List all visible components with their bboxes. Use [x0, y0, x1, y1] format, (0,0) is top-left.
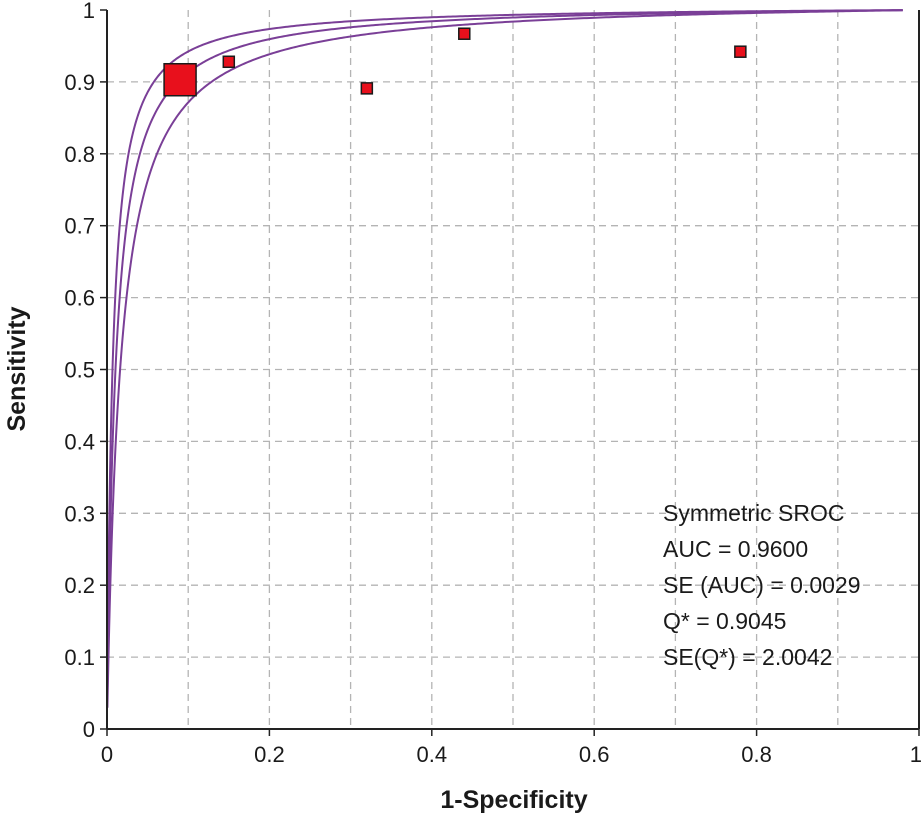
axes [100, 9, 920, 736]
study-point [222, 55, 236, 69]
annotation-se-q-star: SE(Q*) = 2.0042 [663, 644, 832, 670]
x-axis-title: 1-Specificity [440, 786, 587, 814]
y-tick-label: 0.6 [64, 286, 95, 311]
sroc-curve-center [106, 9, 903, 697]
x-tick-label: 0.4 [417, 742, 448, 767]
study-point [163, 62, 197, 97]
y-tick-label: 0.8 [64, 142, 95, 167]
annotation-box: Symmetric SROC AUC = 0.9600 SE (AUC) = 0… [663, 500, 861, 670]
x-tick-label: 0.8 [741, 742, 772, 767]
y-tick-label: 0.1 [64, 645, 95, 670]
y-tick-label: 0.2 [64, 573, 95, 598]
sroc-curve-upper [106, 9, 903, 680]
y-tick-label: 0.3 [64, 501, 95, 526]
x-tick-label: 1 [910, 742, 922, 767]
annotation-q-star: Q* = 0.9045 [663, 608, 786, 634]
y-tick-label: 0.7 [64, 214, 95, 239]
y-tick-label: 0.4 [64, 429, 95, 454]
sroc-curve-lower [106, 9, 903, 708]
study-point [734, 45, 747, 58]
study-point [360, 82, 374, 95]
y-axis-title: Sensitivity [3, 306, 31, 431]
annotation-auc: AUC = 0.9600 [663, 536, 808, 562]
sroc-curves [106, 9, 903, 708]
study-point [458, 27, 471, 40]
grid [107, 10, 919, 729]
tick-labels: 0 0.1 0.2 0.3 0.4 0.5 0.6 0.7 0.8 0.9 1 0 0.2 0.4 0.6 0… [64, 0, 922, 767]
annotation-title: Symmetric SROC [663, 500, 844, 526]
x-tick-label: 0 [101, 742, 113, 767]
y-tick-label: 0 [83, 717, 95, 742]
study-points [163, 27, 747, 97]
annotation-se-auc: SE (AUC) = 0.0029 [663, 572, 861, 598]
y-tick-label: 1 [83, 0, 95, 23]
y-tick-label: 0.9 [64, 70, 95, 95]
x-tick-label: 0.6 [579, 742, 610, 767]
y-tick-label: 0.5 [64, 358, 95, 383]
x-tick-label: 0.2 [254, 742, 285, 767]
